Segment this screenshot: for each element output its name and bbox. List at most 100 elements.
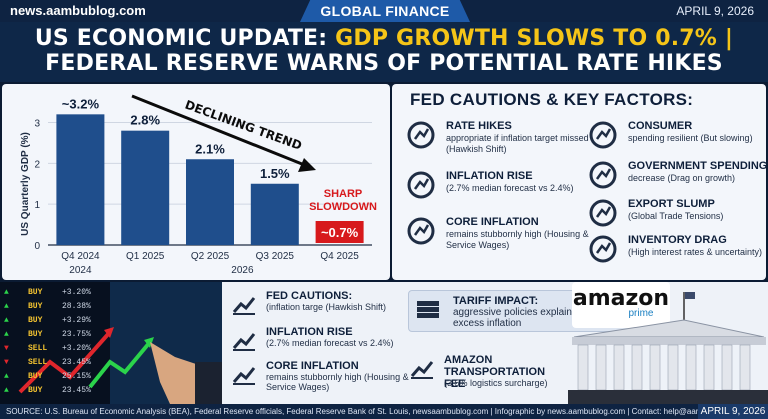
market-ticker-image: ▲ BUY +3.20% ▲ BUY 28.38% ▲ BUY +3.29% ▲ BUY 23.75%… [0, 282, 222, 404]
ticker-graphic [0, 282, 222, 404]
green-trend-arrow [88, 340, 152, 389]
ticker-side: BUY [28, 372, 43, 381]
tariff-title: TARIFF IMPACT: [453, 295, 539, 307]
amazon-wordmark: amazon [572, 286, 670, 311]
factor-title: CONSUMER [628, 120, 693, 132]
bar-q2-2025 [186, 159, 234, 245]
value-label: 2.8% [130, 113, 160, 128]
bar-q3-2025 [250, 183, 299, 245]
red-trend-arrow [18, 330, 112, 394]
globe-icon [589, 199, 617, 227]
headline: US ECONOMIC UPDATE: GDP GROWTH SLOWS TO … [0, 22, 768, 82]
ticker-side: SELL [28, 344, 48, 353]
x-tick-label: Q4 2025 [320, 251, 359, 262]
dollar-chart-icon [410, 361, 434, 379]
y-tick-label: 0 [34, 241, 40, 252]
lower-item-desc: (inflation targe (Hawkish Shift) [266, 302, 387, 312]
bar-q1-2025 [121, 130, 170, 245]
factor-title: CORE INFLATION [446, 216, 539, 228]
factor-title: INFLATION RISE [446, 170, 533, 182]
oil-rig-icon [589, 235, 617, 263]
ticker-row: ▲ BUY +3.29% [4, 316, 91, 325]
gdp-chart-panel: US Quarterly GDP (%) 0 1 2 3 ~3.2% Q4 2024 2.… [2, 84, 390, 280]
ticker-row: ▲ BUY 23.45% [4, 386, 91, 395]
factor-title: EXPORT SLUMP [628, 198, 715, 210]
compass-icon [407, 171, 435, 199]
x-tick-label: Q3 2025 [256, 251, 295, 262]
ticker-row: ▼ SELL +3.20% [4, 344, 91, 353]
ticker-side: BUY [28, 386, 43, 395]
factor-desc: (2.7% median forecast vs 2.4%) [446, 183, 574, 193]
ticker-value: +3.20% [62, 344, 91, 353]
sharp-label: SHARP [324, 188, 363, 200]
trend-arrow [131, 94, 308, 168]
gdp-bar-chart: US Quarterly GDP (%) 0 1 2 3 ~3.2% Q4 2024 2.… [20, 94, 377, 276]
lower-item-desc: (2.7% median forecast vs 2.4%) [266, 338, 394, 348]
group-label: 2024 [69, 265, 92, 276]
map-pin-icon [589, 161, 617, 189]
value-label: 1.5% [260, 166, 290, 181]
ticker-row: ▼ SELL 23.45% [4, 358, 91, 367]
x-tick-label: Q1 2025 [126, 251, 165, 262]
value-label: 2.1% [195, 141, 225, 156]
group-label: 2026 [231, 265, 254, 276]
site-name[interactable]: news.aambublog.com [10, 3, 146, 18]
ticker-side: SELL [28, 358, 48, 367]
factor-desc: appropriate if inflation target missed (… [446, 133, 589, 154]
slowdown-label: SLOWDOWN [309, 201, 377, 213]
ticker-value: 23.45% [62, 358, 91, 367]
ticker-side: BUY [28, 302, 43, 311]
y-tick-label: 1 [34, 200, 40, 211]
factor-title: GOVERNMENT SPENDING [628, 160, 768, 172]
source-text: SOURCE: U.S. Bureau of Economic Analysis… [6, 407, 744, 416]
trend-up-icon [232, 367, 256, 385]
trend-up-icon [232, 333, 256, 351]
fed-factors-panel: FED CAUTIONS & KEY FACTORS: RATE HIKES ap… [392, 84, 768, 280]
headline-part1: US ECONOMIC UPDATE: [34, 26, 336, 51]
ticker-side: BUY [28, 316, 43, 325]
headline-highlight: GDP GROWTH SLOWS TO 0.7% | [335, 26, 734, 51]
factors-title: FED CAUTIONS & KEY FACTORS: [410, 90, 694, 109]
prime-wordmark: prime [628, 308, 654, 319]
gavel-icon [232, 297, 256, 315]
ticker-value: 23.75% [62, 330, 91, 339]
factor-title: INVENTORY DRAG [628, 234, 727, 246]
coins-icon [417, 301, 439, 318]
federal-reserve-building-icon [568, 292, 768, 404]
lower-item-desc: (3.5% logistics surcharge) [444, 378, 548, 388]
trend-up-icon [407, 217, 435, 245]
gavel-icon [407, 121, 435, 149]
y-tick-label: 2 [34, 159, 40, 170]
ticker-side: BUY [28, 330, 43, 339]
ticker-row: ▲ BUY 23.75% [4, 330, 91, 339]
amazon-prime-logo: amazon prime [572, 282, 670, 328]
headline-line2: FEDERAL RESERVE WARNS OF POTENTIAL RATE … [45, 51, 723, 76]
factor-desc: spending resilient (But slowing) [628, 133, 753, 143]
ticker-row: ▲ BUY +3.20% [4, 288, 91, 297]
factor-desc: decrease (Drag on growth) [628, 173, 736, 183]
ticker-value: +3.20% [62, 288, 91, 297]
headline-line1: US ECONOMIC UPDATE: GDP GROWTH SLOWS TO … [0, 22, 768, 51]
lower-item-title: CORE INFLATION [266, 360, 359, 372]
x-tick-label: Q2 2025 [191, 251, 230, 262]
section-tag[interactable]: GLOBAL FINANCE [300, 0, 470, 22]
value-label: ~0.7% [321, 225, 359, 240]
lower-panel: TARIFF IMPACT: aggressive policies expla… [222, 282, 768, 404]
value-label: ~3.2% [62, 96, 100, 111]
ticker-row: ▲ BUY 25.15% [4, 372, 91, 381]
bar-q4-2024 [56, 114, 105, 245]
factor-desc: (High interest rates & uncertainty) [628, 247, 763, 257]
tariff-desc: aggressive policies explain near half of… [453, 307, 625, 329]
ticker-value: 28.38% [62, 302, 91, 311]
lower-item-title: AMAZON TRANSPORTATION FEE [444, 354, 546, 390]
ticker-side: BUY [28, 288, 43, 297]
trend-arrowhead [298, 158, 316, 172]
factor-title: RATE HIKES [446, 120, 512, 132]
x-tick-label: Q4 2024 [61, 251, 100, 262]
lower-item-title: FED CAUTIONS: [266, 290, 353, 302]
ticker-value: +3.29% [62, 316, 91, 325]
bar-q4-2025 [315, 221, 364, 243]
factor-desc: (Global Trade Tensions) [628, 211, 724, 221]
top-bar: news.aambublog.com GLOBAL FINANCE APRIL … [0, 0, 768, 22]
date-label: APRIL 9, 2026 [676, 4, 754, 18]
